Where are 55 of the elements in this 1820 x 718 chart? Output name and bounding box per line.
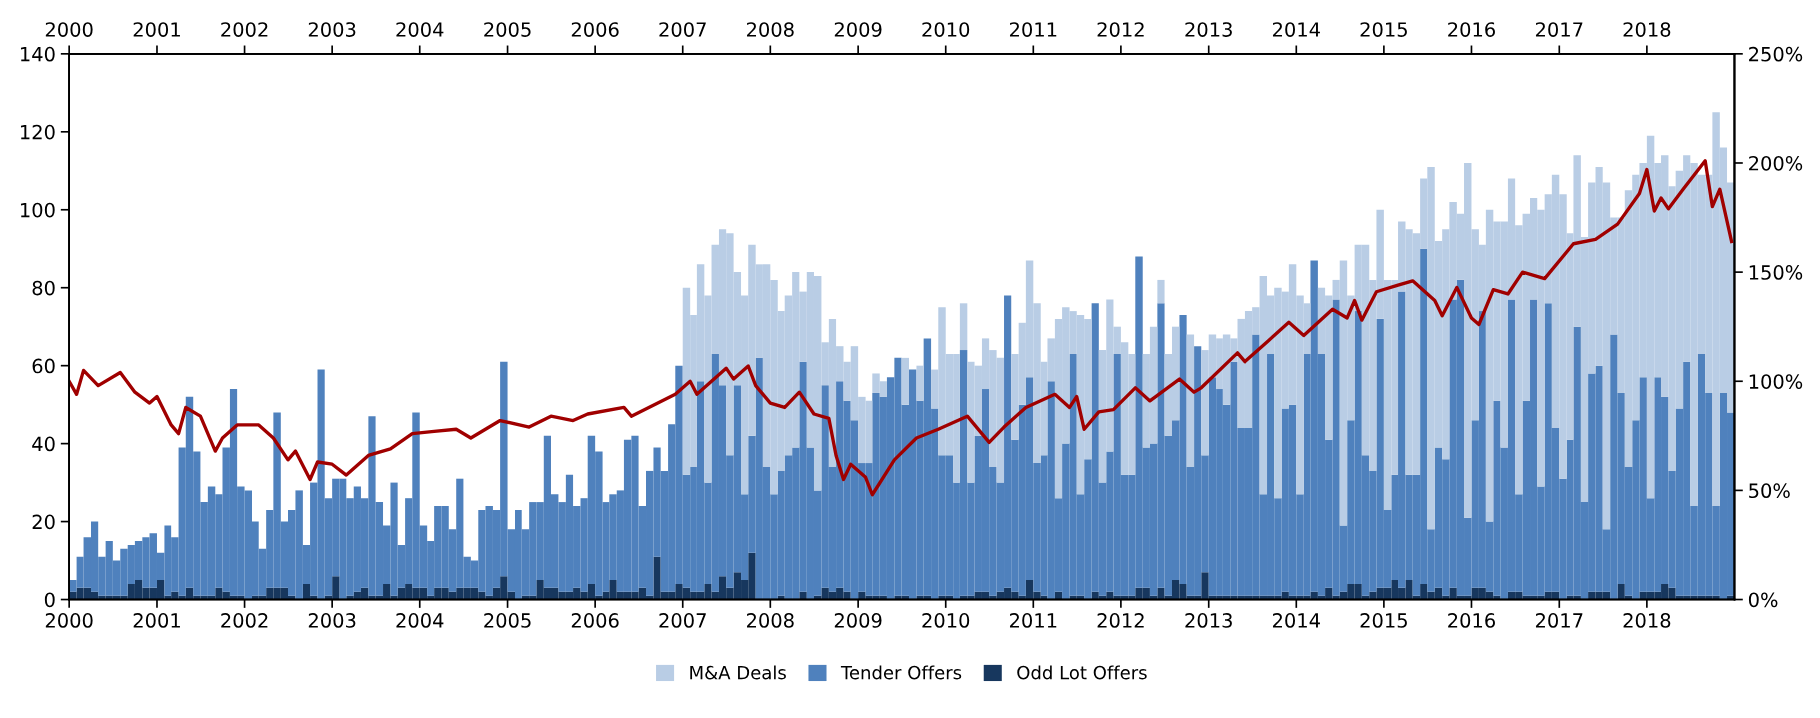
x-tick-label: 2017	[1535, 613, 1583, 628]
y-tick-label: 60	[32, 358, 55, 374]
x-tick-label: 2006	[571, 613, 619, 628]
x-tick-label: 2001	[133, 613, 180, 628]
y2-tick-label: 250%	[1749, 46, 1803, 62]
y-tick-label: 120	[20, 124, 55, 140]
x2-tick-label: 2000	[45, 22, 93, 37]
x-tick-label: 2012	[1097, 613, 1144, 628]
x2-tick-label: 2017	[1535, 22, 1583, 37]
y2-tick-label: 150%	[1749, 265, 1803, 280]
x-tick-label: 2008	[747, 613, 794, 628]
y-tick-label: 80	[32, 280, 55, 296]
x-tick-label: 2004	[396, 613, 444, 628]
y-tick-label: 140	[20, 46, 55, 62]
legend-label: Odd Lot Offers	[1017, 665, 1147, 680]
y2-tick-label: 100%	[1749, 374, 1803, 389]
x2-tick-label: 2009	[834, 22, 882, 37]
x2-tick-label: 2008	[747, 22, 794, 37]
x2-tick-label: 2003	[308, 22, 356, 37]
x2-tick-label: 2001	[133, 22, 180, 37]
legend-label: Tender Offers	[840, 665, 962, 680]
y2-tick-label: 0%	[1748, 592, 1778, 608]
x2-tick-label: 2018	[1623, 22, 1671, 37]
x2-tick-label: 2013	[1185, 22, 1232, 37]
y2-tick-label: 200%	[1749, 155, 1803, 171]
x2-tick-label: 2016	[1448, 22, 1495, 37]
x2-tick-label: 2005	[484, 22, 531, 37]
x-tick-label: 2011	[1009, 613, 1057, 628]
x-tick-label: 2005	[484, 613, 531, 628]
x2-tick-label: 2012	[1097, 22, 1144, 37]
x2-tick-label: 2015	[1360, 22, 1407, 37]
x2-tick-label: 2014	[1272, 22, 1320, 37]
x-tick-label: 2003	[308, 613, 356, 628]
x-tick-label: 2018	[1623, 613, 1671, 628]
y-tick-label: 40	[32, 436, 55, 452]
y2-tick-label: 50%	[1749, 483, 1790, 499]
x-tick-label: 2010	[922, 613, 970, 628]
x2-tick-label: 2007	[659, 22, 706, 37]
x2-tick-label: 2010	[922, 22, 970, 37]
legend-label: M&A Deals	[690, 665, 786, 680]
x-tick-label: 2013	[1185, 613, 1232, 628]
y-tick-label: 100	[20, 202, 55, 218]
x-tick-label: 2000	[45, 613, 93, 628]
x-tick-label: 2009	[834, 613, 882, 628]
x-tick-label: 2002	[221, 613, 268, 628]
x-tick-label: 2015	[1360, 613, 1407, 628]
x-tick-label: 2014	[1272, 613, 1320, 628]
x2-tick-label: 2006	[571, 22, 619, 37]
y-tick-label: 0	[44, 592, 55, 608]
x2-tick-label: 2011	[1009, 22, 1057, 37]
x2-tick-label: 2002	[221, 22, 268, 37]
y-tick-label: 20	[32, 514, 55, 530]
x-tick-label: 2007	[659, 613, 706, 628]
x2-tick-label: 2004	[396, 22, 444, 37]
x-tick-label: 2016	[1448, 613, 1495, 628]
